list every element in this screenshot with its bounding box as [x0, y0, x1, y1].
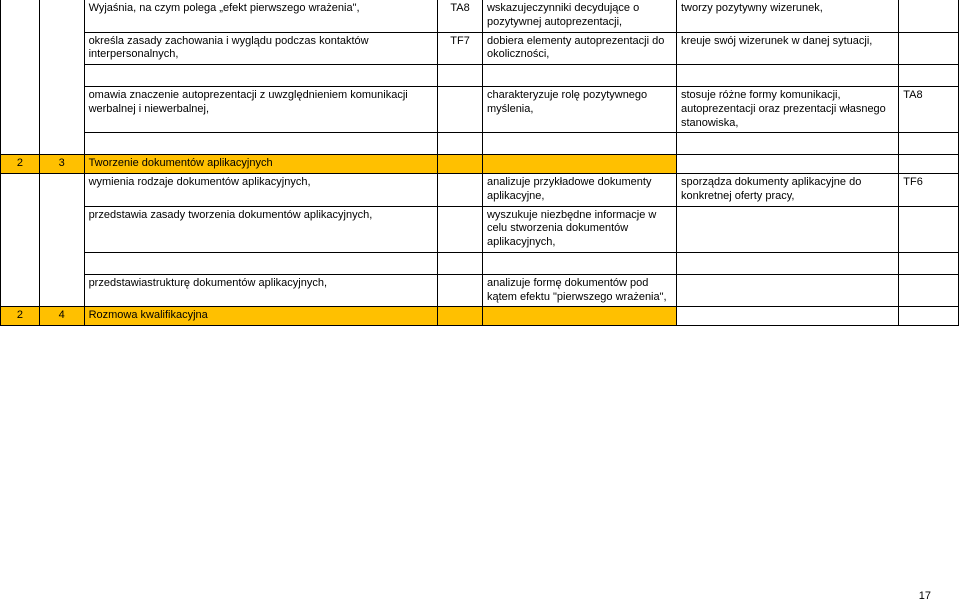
cell	[676, 65, 898, 87]
cell: wymienia rodzaje dokumentów aplikacyjnyc…	[84, 174, 438, 207]
section-title: Tworzenie dokumentów aplikacyjnych	[84, 155, 438, 174]
cell	[482, 155, 676, 174]
section-title: Rozmowa kwalifikacyjna	[84, 307, 438, 326]
cell	[676, 307, 898, 326]
cell	[676, 155, 898, 174]
cell: kreuje swój wizerunek w danej sytuacji,	[676, 32, 898, 65]
cell	[84, 252, 438, 274]
cell	[438, 65, 483, 87]
cell	[676, 206, 898, 252]
cell	[1, 174, 40, 307]
cell: sporządza dokumenty aplikacyjne do konkr…	[676, 174, 898, 207]
table-row	[1, 252, 959, 274]
page-number: 17	[919, 590, 931, 602]
cell	[438, 274, 483, 307]
cell: wyszukuje niezbędne informacje w celu st…	[482, 206, 676, 252]
cell	[676, 133, 898, 155]
cell: TA8	[438, 0, 483, 32]
cell: Wyjaśnia, na czym polega „efekt pierwsze…	[84, 0, 438, 32]
cell: analizuje formę dokumentów pod kątem efe…	[482, 274, 676, 307]
section-num-b: 3	[39, 155, 84, 174]
cell	[482, 307, 676, 326]
cell	[899, 252, 959, 274]
cell	[438, 155, 483, 174]
cell	[899, 0, 959, 32]
cell	[899, 274, 959, 307]
table-row: Wyjaśnia, na czym polega „efekt pierwsze…	[1, 0, 959, 32]
table-row	[1, 133, 959, 155]
cell	[482, 252, 676, 274]
cell	[676, 252, 898, 274]
cell: dobiera elementy autoprezentacji do okol…	[482, 32, 676, 65]
cell	[84, 65, 438, 87]
cell	[438, 252, 483, 274]
cell	[84, 133, 438, 155]
cell: TF7	[438, 32, 483, 65]
cell	[899, 155, 959, 174]
cell	[899, 32, 959, 65]
cell: charakteryzuje rolę pozytywnego myślenia…	[482, 87, 676, 133]
table-row: omawia znaczenie autoprezentacji z uwzgl…	[1, 87, 959, 133]
cell	[39, 0, 84, 155]
cell	[676, 274, 898, 307]
section-header-row: 2 4 Rozmowa kwalifikacyjna	[1, 307, 959, 326]
cell: określa zasady zachowania i wyglądu podc…	[84, 32, 438, 65]
table-row: przedstawiastrukturę dokumentów aplikacy…	[1, 274, 959, 307]
cell	[899, 206, 959, 252]
cell	[438, 174, 483, 207]
section-num-a: 2	[1, 307, 40, 326]
cell: przedstawiastrukturę dokumentów aplikacy…	[84, 274, 438, 307]
cell: analizuje przykładowe dokumenty aplikacy…	[482, 174, 676, 207]
table-row: wymienia rodzaje dokumentów aplikacyjnyc…	[1, 174, 959, 207]
cell	[438, 206, 483, 252]
cell	[438, 133, 483, 155]
cell	[899, 133, 959, 155]
cell: TF6	[899, 174, 959, 207]
table-row: przedstawia zasady tworzenia dokumentów …	[1, 206, 959, 252]
cell	[482, 65, 676, 87]
main-table: Wyjaśnia, na czym polega „efekt pierwsze…	[0, 0, 959, 326]
section-header-row: 2 3 Tworzenie dokumentów aplikacyjnych	[1, 155, 959, 174]
cell: omawia znaczenie autoprezentacji z uwzgl…	[84, 87, 438, 133]
cell: tworzy pozytywny wizerunek,	[676, 0, 898, 32]
table-row: określa zasady zachowania i wyglądu podc…	[1, 32, 959, 65]
cell	[438, 87, 483, 133]
cell: wskazujeczynniki decydujące o pozytywnej…	[482, 0, 676, 32]
cell	[1, 0, 40, 155]
cell: stosuje różne formy komunikacji, autopre…	[676, 87, 898, 133]
cell	[482, 133, 676, 155]
cell	[899, 65, 959, 87]
section-num-b: 4	[39, 307, 84, 326]
cell	[39, 174, 84, 307]
cell	[438, 307, 483, 326]
cell: TA8	[899, 87, 959, 133]
page-container: Wyjaśnia, na czym polega „efekt pierwsze…	[0, 0, 959, 608]
section-num-a: 2	[1, 155, 40, 174]
cell	[899, 307, 959, 326]
cell: przedstawia zasady tworzenia dokumentów …	[84, 206, 438, 252]
table-row	[1, 65, 959, 87]
